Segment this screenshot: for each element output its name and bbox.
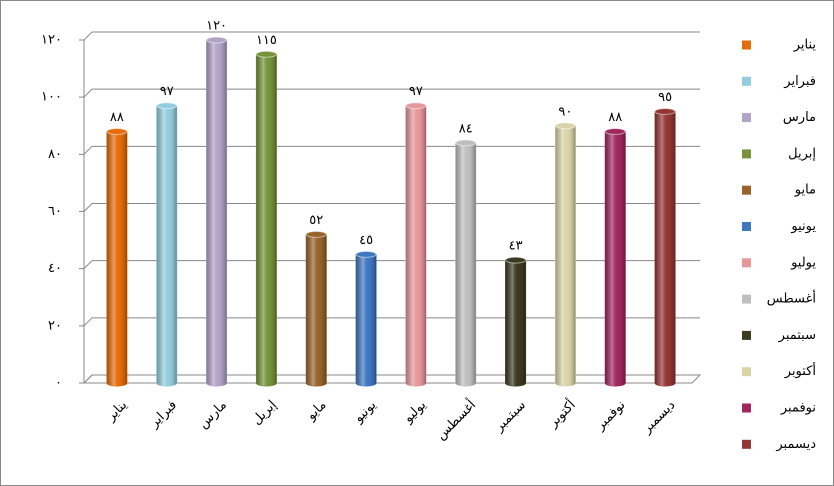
legend-swatch [742, 149, 751, 159]
value-label: ٩٥ [658, 90, 672, 105]
bar-top [156, 102, 178, 110]
y-tick-label: ٢٠ [48, 318, 62, 333]
bar-top [355, 250, 377, 258]
grid-line [79, 203, 700, 212]
legend-swatch [742, 258, 751, 268]
value-label: ٨٤ [459, 121, 473, 136]
legend-label: إبريل [788, 146, 816, 161]
value-label: ٥٢ [309, 213, 323, 228]
legend-label: أغسطس [767, 290, 816, 307]
grid-line [79, 88, 700, 98]
bar-shade [306, 234, 327, 386]
y-tick-label: ١٢٠ [41, 33, 62, 48]
bar-shade [505, 260, 526, 386]
bar-top [405, 102, 427, 110]
y-tick-label: ٨٠ [48, 147, 62, 162]
legend-swatch [742, 294, 751, 304]
legend-label: مارس [783, 110, 816, 125]
legend-label: سبتمبر [778, 328, 816, 343]
bar-shade [605, 131, 626, 386]
bar-top [106, 127, 128, 135]
legend-label: نوفمبر [780, 401, 816, 416]
y-tick-label: ٠ [55, 376, 62, 391]
value-label: ٩٧ [160, 84, 174, 99]
grid-line [79, 374, 700, 384]
bar-top [505, 256, 527, 264]
legend-label: يناير [793, 38, 817, 53]
legend-label: أكتوبر [784, 362, 816, 379]
bar-shade [356, 254, 377, 386]
grid-line [79, 317, 700, 327]
value-label: ١١٥ [256, 33, 277, 48]
legend-swatch [742, 330, 751, 340]
y-tick-label: ٤٠ [48, 261, 62, 276]
bar-top [455, 139, 477, 147]
value-label: ٨٨ [110, 110, 124, 125]
value-label: ١٢٠ [206, 19, 227, 34]
y-tick-label: ١٠٠ [41, 90, 62, 105]
legend-swatch [742, 439, 751, 449]
legend-label: ديسمبر [775, 437, 816, 452]
bar-top [604, 127, 626, 135]
legend-swatch [742, 40, 751, 50]
bar-top [554, 122, 576, 130]
bar-top [654, 107, 676, 115]
bar-shade [555, 125, 576, 386]
grid-line [79, 260, 700, 270]
legend-swatch [742, 403, 751, 413]
y-tick-label: ٦٠ [48, 204, 62, 219]
bar-top [206, 36, 228, 44]
bar-shade [106, 131, 127, 386]
legend-swatch [742, 222, 751, 231]
legend-swatch [742, 76, 751, 86]
legend-label: فبراير [783, 74, 816, 89]
value-label: ٩٧ [409, 84, 423, 99]
legend-swatch [742, 185, 751, 195]
bar-shade [156, 105, 177, 386]
value-label: ٩٠ [558, 104, 572, 119]
legend-label: يوليو [790, 255, 816, 270]
bar-shade [256, 54, 277, 387]
grid-line [79, 145, 700, 155]
bar-shade [206, 40, 227, 386]
legend-swatch [742, 113, 751, 123]
value-label: ٤٣ [509, 239, 523, 254]
value-label: ٨٨ [608, 110, 622, 125]
bar-shade [655, 111, 676, 386]
bar-shade [455, 142, 476, 386]
bar-top [255, 50, 277, 58]
legend-swatch [742, 367, 751, 377]
legend-label: مايو [794, 183, 816, 198]
grid-line [79, 31, 700, 41]
legend-label: يونيو [790, 219, 816, 234]
bar-shade [405, 105, 426, 386]
bar-top [305, 230, 327, 238]
value-label: ٤٥ [359, 233, 373, 248]
